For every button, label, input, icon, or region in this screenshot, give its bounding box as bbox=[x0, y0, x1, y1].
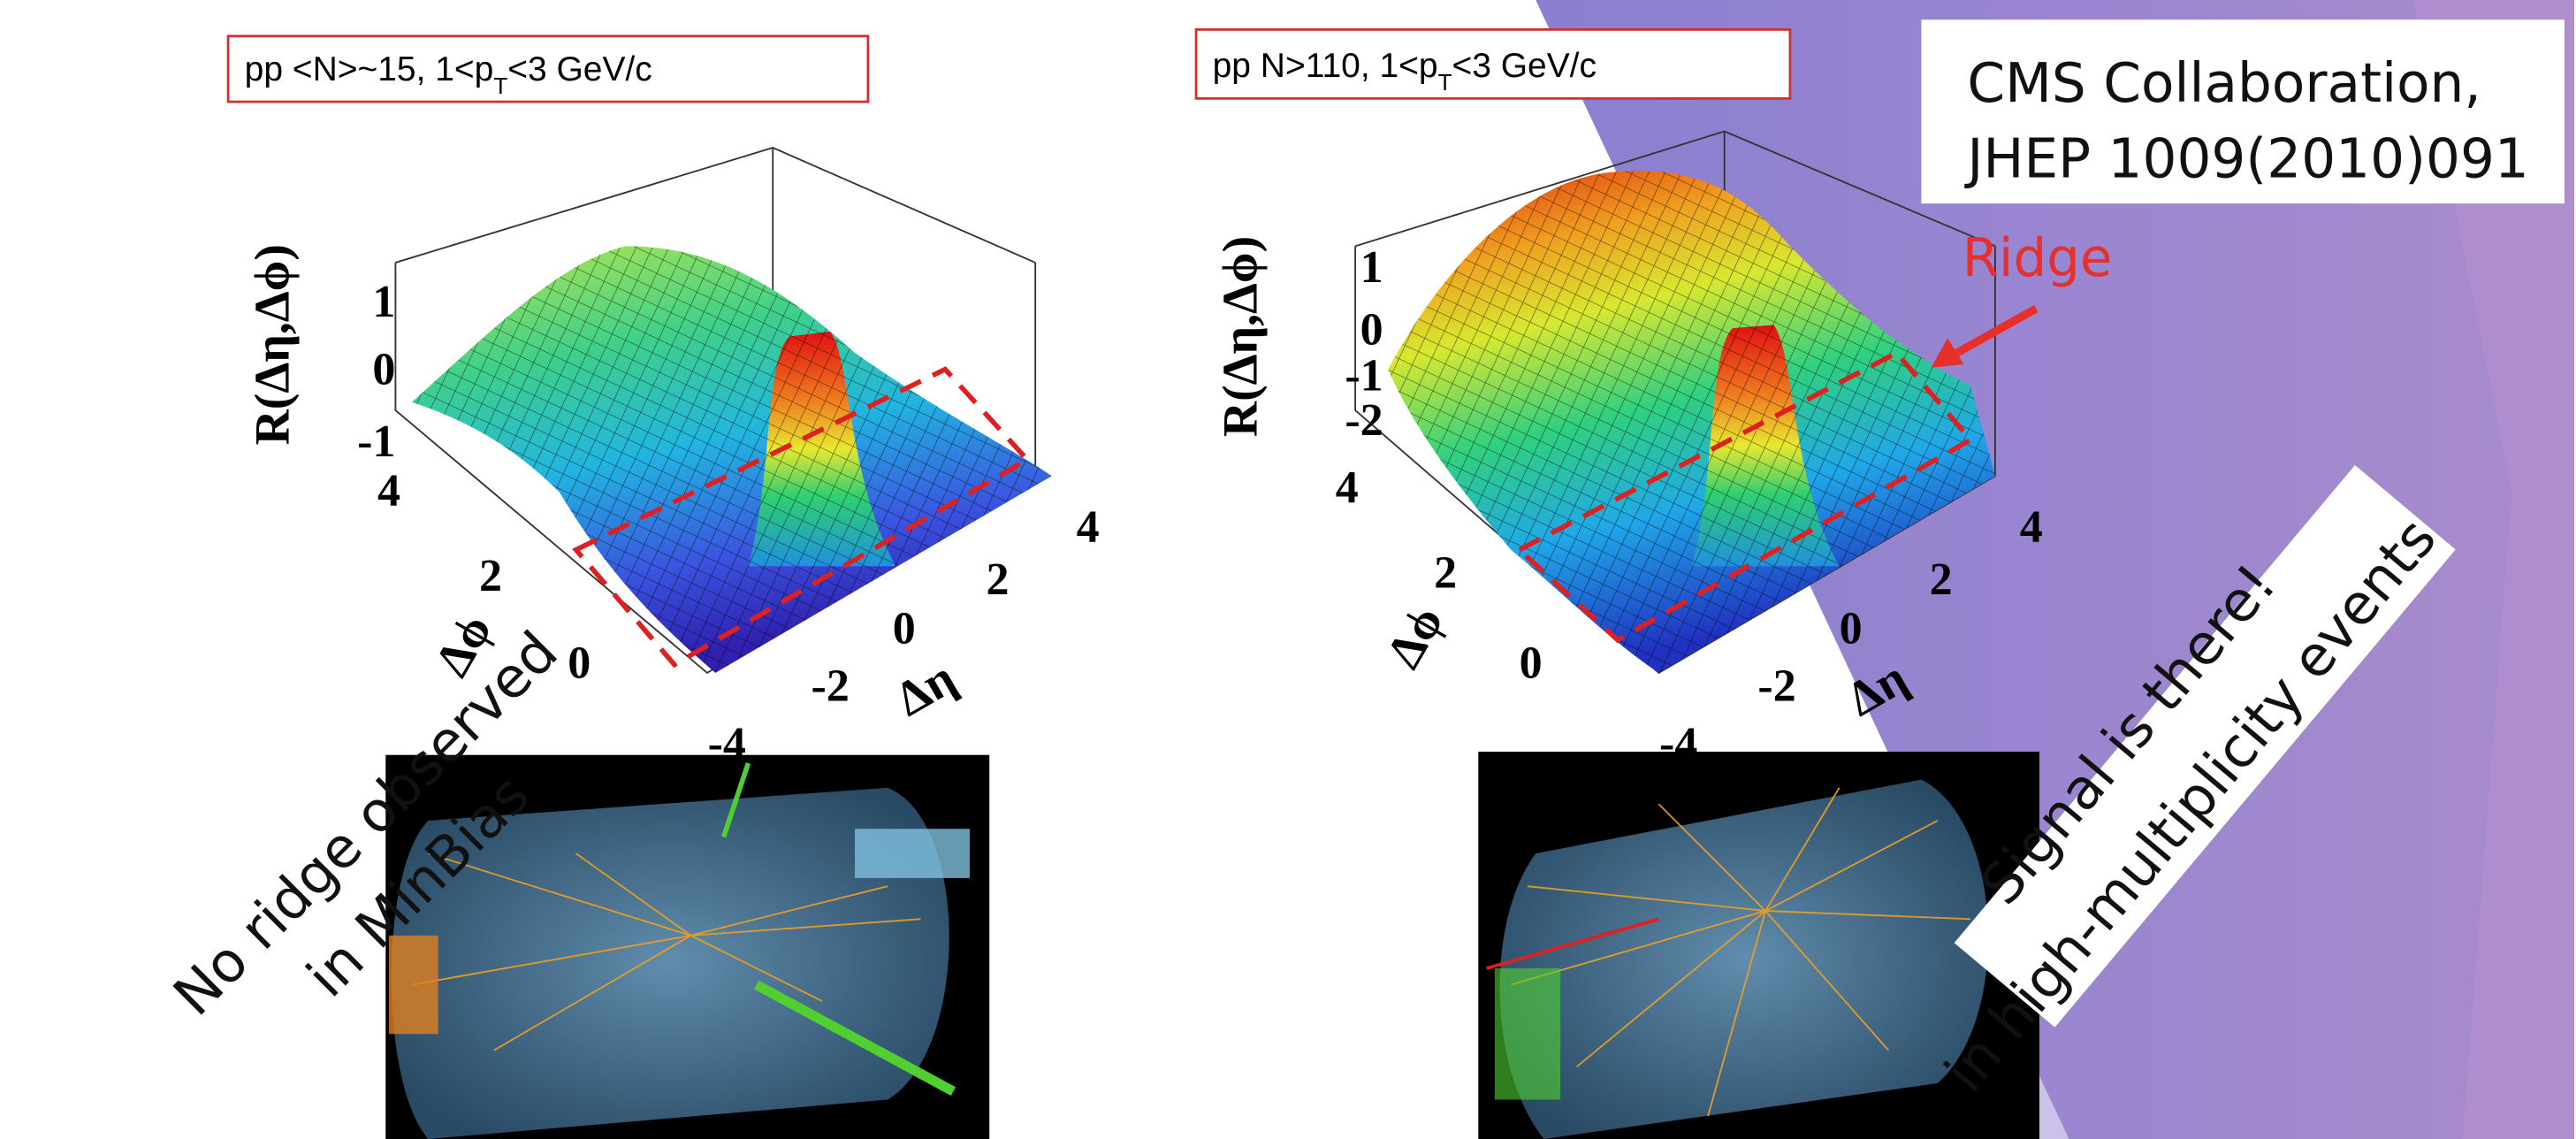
phi-tick-label: 0 bbox=[1520, 638, 1543, 688]
phi-tick-label: 4 bbox=[377, 466, 400, 516]
eta-tick-label: -2 bbox=[812, 661, 850, 711]
label-sub: T bbox=[1438, 69, 1452, 96]
citation: JHEP 1009(2010)091 bbox=[1963, 127, 2529, 190]
z-tick-label: -2 bbox=[1345, 395, 1383, 446]
phi-tick-label: 0 bbox=[568, 638, 591, 688]
eta-tick-label: 0 bbox=[893, 604, 916, 654]
z-axis-title: R(Δη,Δϕ) bbox=[1214, 236, 1269, 437]
z-tick-label: 1 bbox=[372, 277, 395, 327]
page: {"left_panel":{"label":{"prefix":"pp <N>… bbox=[0, 0, 2576, 1139]
phi-tick-label: 2 bbox=[1434, 547, 1457, 598]
label-sub: T bbox=[493, 73, 507, 99]
eta-axis-title: Δη bbox=[887, 650, 965, 727]
hits bbox=[855, 829, 970, 878]
eta-tick-label: 2 bbox=[987, 554, 1010, 605]
eta-tick-label: 4 bbox=[2020, 501, 2043, 552]
label-text: <3 GeV/c bbox=[507, 50, 652, 88]
citation: CMS Collaboration, bbox=[1967, 52, 2481, 115]
eta-tick-label: -2 bbox=[1757, 661, 1795, 711]
left-plot bbox=[228, 36, 1052, 673]
label-text: pp <N>~15, 1<p bbox=[245, 50, 494, 88]
phi-axis-title: Δϕ bbox=[1376, 597, 1455, 677]
phi-tick-label: 4 bbox=[1336, 462, 1359, 513]
z-tick-label: 0 bbox=[372, 344, 395, 394]
z-tick-label: -1 bbox=[1345, 351, 1383, 401]
label-text: <3 GeV/c bbox=[1452, 47, 1597, 85]
z-tick-label: 0 bbox=[1360, 305, 1383, 355]
label-text: pp N>110, 1<p bbox=[1213, 47, 1438, 85]
hits bbox=[1495, 968, 1560, 1099]
eta-tick-label: -4 bbox=[1659, 718, 1697, 768]
eta-tick-label: 2 bbox=[1930, 554, 1953, 605]
ridge-label: Ridge bbox=[1962, 228, 2113, 289]
z-tick-label: 1 bbox=[1360, 242, 1383, 293]
eta-tick-label: 4 bbox=[1077, 501, 1100, 552]
eta-tick-label: 0 bbox=[1840, 604, 1863, 654]
eta-tick-label: -4 bbox=[708, 718, 746, 768]
phi-tick-label: 2 bbox=[479, 551, 502, 601]
z-tick-label: -1 bbox=[357, 417, 395, 467]
slide: pp <N>~15, 1<pT<3 GeV/cR(Δη,Δϕ)10-1420-4… bbox=[0, 0, 2576, 1139]
surface-mesh bbox=[412, 246, 1052, 673]
z-axis-title: R(Δη,Δϕ) bbox=[246, 244, 301, 445]
